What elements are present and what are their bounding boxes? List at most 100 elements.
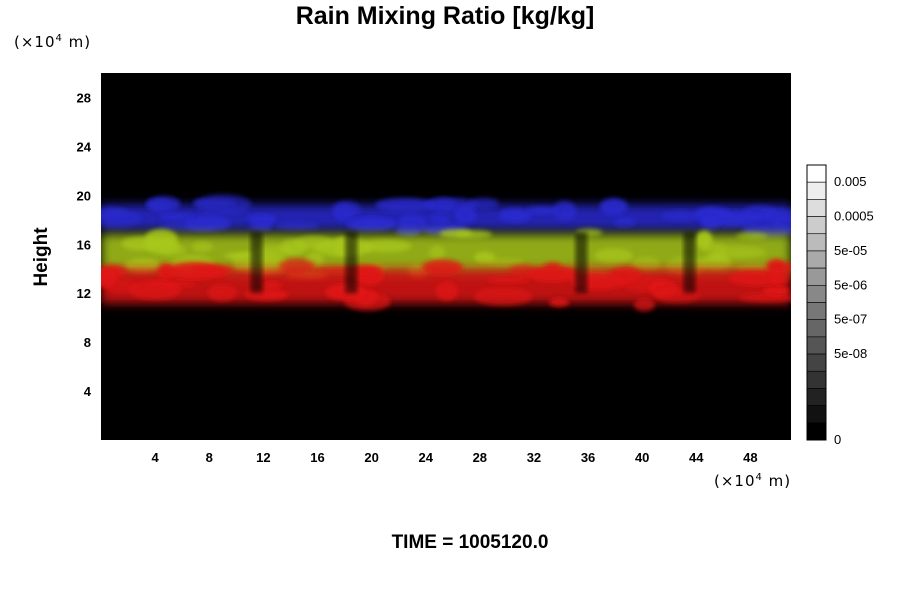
- colorbar-label: 5e-05: [834, 243, 867, 258]
- colorbar-label: 5e-07: [834, 312, 867, 327]
- x-tick-label: 24: [418, 450, 433, 465]
- band-cell: [101, 209, 142, 228]
- x-tick-label: 8: [206, 450, 213, 465]
- colorbar-label: 5e-08: [834, 346, 867, 361]
- y-tick-label: 8: [84, 335, 91, 350]
- x-axis-ticks: 4 8 12 16 20 24 28 32 36 40 44 48: [152, 450, 758, 465]
- colorbar-level: [806, 164, 827, 183]
- colorbar-level: [806, 302, 827, 320]
- band-cell: [192, 241, 213, 253]
- y-axis-unit: (×104 m): [14, 33, 92, 51]
- band-cell: [207, 284, 237, 302]
- band-cell: [128, 280, 182, 300]
- colorbar-level: [806, 285, 827, 303]
- band-cell: [345, 218, 397, 232]
- colorbar-level: [806, 267, 827, 286]
- band-cell: [454, 205, 477, 225]
- band-cell: [397, 214, 428, 234]
- band-cell: [274, 222, 320, 230]
- band-cell: [728, 270, 784, 286]
- band-cell: [473, 287, 533, 306]
- band-cell: [735, 232, 768, 240]
- band-cell: [278, 258, 315, 275]
- band-cell: [552, 201, 577, 221]
- band-cell: [294, 236, 334, 251]
- y-tick-label: 16: [77, 237, 91, 252]
- x-tick-label: 36: [581, 450, 595, 465]
- colorbar-label: 5e-06: [834, 277, 867, 292]
- y-axis-ticks: 4 8 12 16 20 24 28: [77, 90, 92, 399]
- band-cell: [331, 200, 361, 218]
- y-tick-label: 4: [84, 384, 92, 399]
- band-cell: [428, 214, 450, 224]
- band-cell: [166, 262, 221, 280]
- band-cell: [632, 256, 661, 272]
- cell-gap: [683, 232, 696, 294]
- cell-gap: [250, 232, 263, 294]
- band-red: [101, 258, 791, 312]
- band-cell: [435, 281, 459, 301]
- colorbar-label: 0: [834, 432, 841, 447]
- colorbar-level: [806, 319, 827, 338]
- band-cell: [486, 258, 525, 266]
- y-tick-label: 24: [77, 139, 92, 154]
- x-tick-label: 28: [473, 450, 487, 465]
- band-cell: [486, 276, 531, 284]
- band-cell: [696, 230, 713, 249]
- rain-fields: [101, 194, 791, 312]
- colorbar-level: [806, 216, 827, 235]
- colorbar-level: [806, 199, 827, 217]
- x-tick-label: 48: [743, 450, 757, 465]
- colorbar-frame: [806, 164, 827, 441]
- band-cell: [762, 285, 790, 296]
- band-cell: [359, 239, 412, 253]
- band-cell: [594, 248, 634, 264]
- y-tick-label: 20: [77, 188, 91, 203]
- band-cell: [549, 297, 570, 307]
- band-cell: [527, 265, 579, 282]
- band-cell: [700, 218, 720, 230]
- band-cell: [427, 197, 457, 211]
- band-cell: [526, 207, 558, 215]
- band-cell: [184, 215, 231, 232]
- band-cell: [262, 281, 282, 290]
- band-cell: [699, 254, 732, 271]
- colorbar-level: [806, 233, 827, 252]
- band-cell: [613, 217, 636, 227]
- band-cell: [192, 199, 237, 207]
- band-cell: [633, 298, 655, 312]
- x-tick-label: 20: [364, 450, 378, 465]
- colorbar-level: [806, 181, 827, 200]
- cell-gap: [575, 232, 588, 294]
- band-cell: [599, 198, 628, 215]
- band-cell: [121, 236, 160, 251]
- x-tick-label: 44: [689, 450, 704, 465]
- band-cell: [247, 223, 272, 231]
- band-cell: [375, 198, 435, 212]
- colorbar-level: [806, 353, 827, 372]
- x-tick-label: 40: [635, 450, 649, 465]
- x-axis-unit: (×104 m): [714, 472, 792, 490]
- band-cell: [739, 292, 791, 303]
- band-cell: [246, 214, 277, 223]
- band-cell: [498, 208, 532, 223]
- band-cell: [146, 199, 171, 210]
- colorbar-labels: 0.005 0.0005 5e-05 5e-06 5e-07 5e-08 0: [834, 174, 874, 447]
- x-tick-label: 16: [310, 450, 324, 465]
- x-tick-label: 12: [256, 450, 270, 465]
- band-cell: [159, 213, 194, 220]
- band-cell: [101, 269, 118, 288]
- band-cell: [661, 211, 698, 221]
- colorbar-level: [806, 250, 827, 269]
- colorbar: [806, 164, 827, 441]
- chart-title: Rain Mixing Ratio [kg/kg]: [295, 2, 595, 30]
- colorbar-level: [806, 422, 827, 441]
- y-tick-label: 12: [77, 286, 91, 301]
- x-tick-label: 32: [527, 450, 541, 465]
- band-cell: [455, 230, 493, 239]
- colorbar-level: [806, 405, 827, 424]
- colorbar-label: 0.005: [834, 174, 867, 189]
- colorbar-level: [806, 388, 827, 406]
- band-cell: [468, 197, 499, 209]
- colorbar-level: [806, 336, 827, 355]
